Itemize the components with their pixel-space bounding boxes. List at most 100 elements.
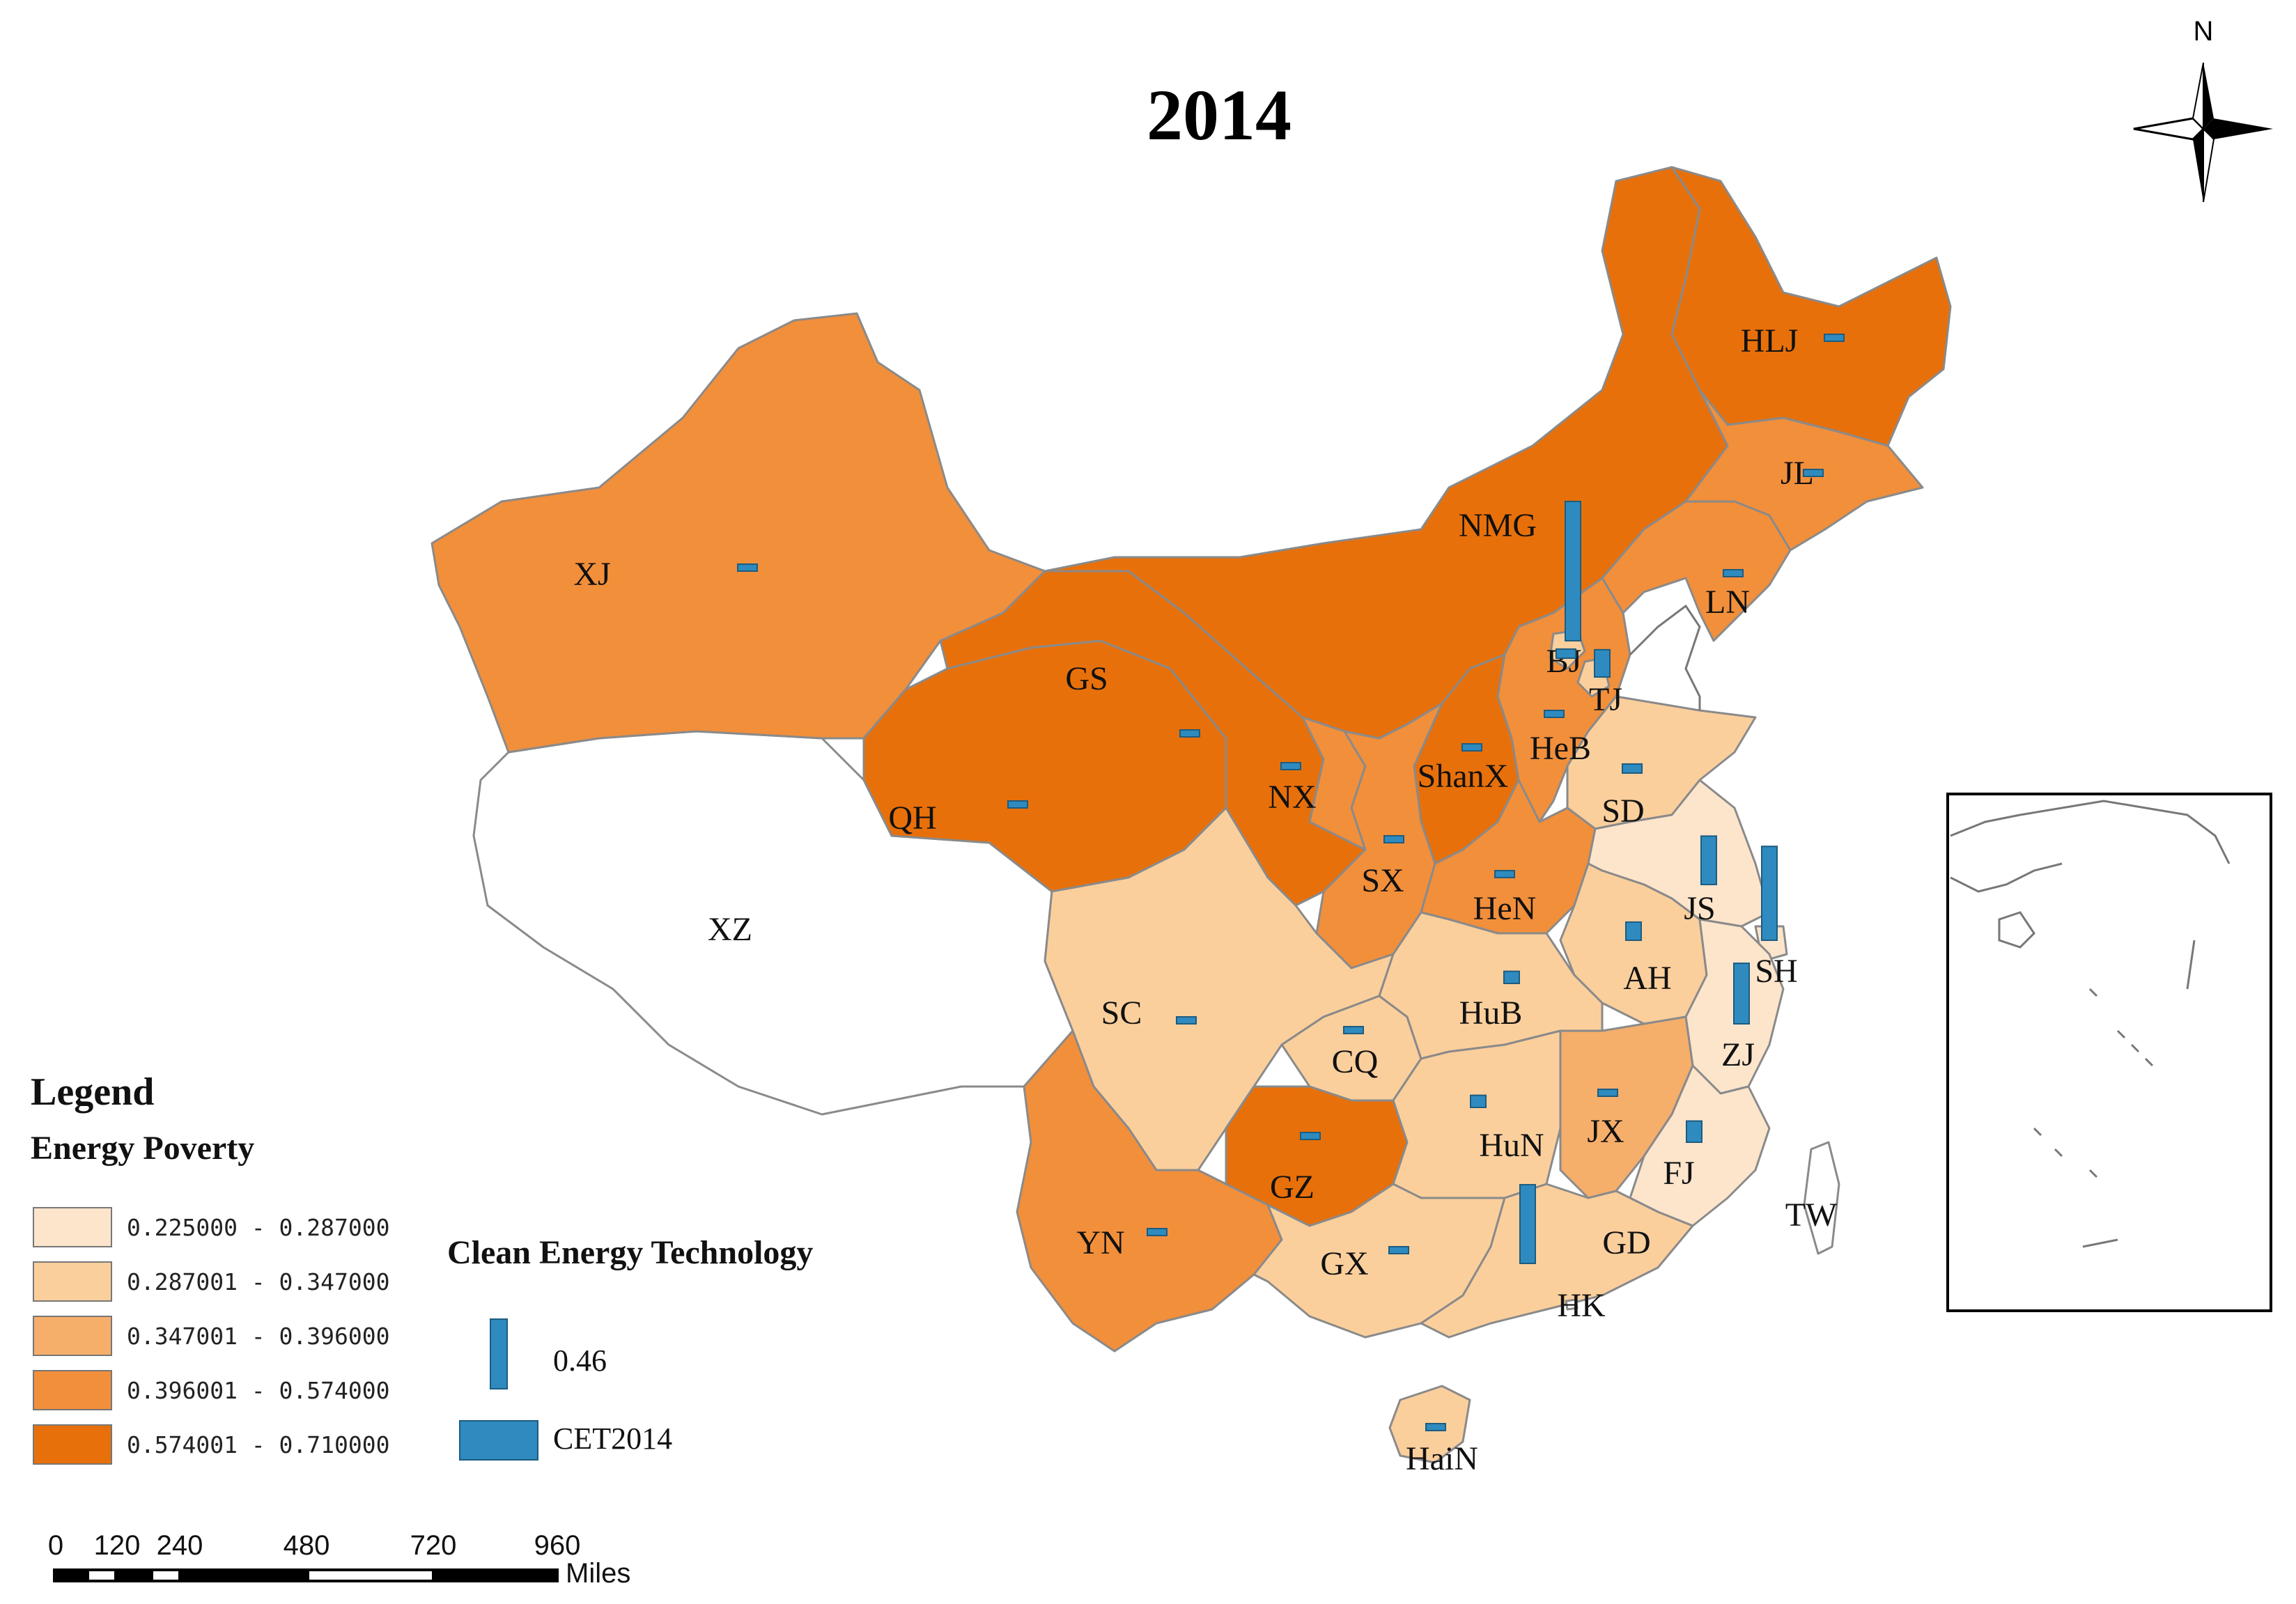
cet-bar-HeN xyxy=(1494,870,1515,878)
cet-bar-ShanX xyxy=(1461,743,1482,752)
cet-bar-GD xyxy=(1519,1183,1536,1265)
province-label-SX: SX xyxy=(1361,862,1404,899)
province-HK[interactable] xyxy=(1565,1298,1578,1311)
scale-tick-label: 960 xyxy=(534,1530,581,1561)
cet-bar-HaiN xyxy=(1425,1423,1446,1431)
legend-classes: 0.225000 - 0.287000 0.287001 - 0.347000 0.… xyxy=(33,1207,390,1465)
province-label-CQ: CQ xyxy=(1332,1043,1379,1080)
cet-bar-SC xyxy=(1176,1016,1197,1025)
province-label-FJ: FJ xyxy=(1663,1155,1694,1192)
legend-cet-value: 0.46 xyxy=(553,1344,607,1378)
north-label: N xyxy=(2194,16,2214,47)
legend-class-swatch xyxy=(33,1424,112,1465)
province-GD[interactable] xyxy=(1420,1183,1694,1339)
cet-bar-NMG xyxy=(1565,501,1581,641)
province-label-ZJ: ZJ xyxy=(1721,1036,1755,1073)
legend-class-range: 0.396001 - 0.574000 xyxy=(127,1377,390,1404)
province-label-SC: SC xyxy=(1101,995,1142,1031)
legend-class-swatch xyxy=(33,1261,112,1302)
province-label-BJ: BJ xyxy=(1546,643,1582,680)
province-XZ[interactable] xyxy=(472,730,1074,1116)
province-label-LN: LN xyxy=(1705,584,1750,621)
cet-bar-FJ xyxy=(1686,1120,1702,1143)
legend-energy-poverty-title: Energy Poverty xyxy=(31,1130,254,1167)
province-label-NMG: NMG xyxy=(1459,507,1537,544)
scale-bar: 0 120 240 480 720 960 Miles xyxy=(48,1530,630,1589)
cet-bar-QH xyxy=(1007,800,1028,809)
legend-cet-sample-bar xyxy=(490,1318,508,1389)
cet-bar-HLJ xyxy=(1824,334,1845,342)
province-label-GZ: GZ xyxy=(1270,1169,1314,1206)
cet-bar-JX xyxy=(1597,1089,1618,1097)
province-label-JS: JS xyxy=(1684,890,1715,927)
cet-bar-LN xyxy=(1723,569,1744,577)
province-label-TW: TW xyxy=(1785,1197,1838,1233)
cet-bar-SD xyxy=(1622,763,1643,774)
cet-bar-HeB xyxy=(1544,710,1565,718)
scale-tick-label: 0 xyxy=(48,1530,63,1561)
scale-tick-label: 720 xyxy=(410,1530,457,1561)
cet-bar-GS xyxy=(1179,729,1200,738)
cet-bar-SX xyxy=(1383,835,1404,843)
province-FJ[interactable] xyxy=(1629,1064,1771,1227)
province-label-SH: SH xyxy=(1755,953,1797,990)
legend-class-swatch xyxy=(33,1316,112,1356)
south-china-sea-inset xyxy=(1946,793,2272,1312)
legend-cet-series-swatch xyxy=(459,1420,538,1461)
legend-class-swatch xyxy=(33,1370,112,1410)
province-label-TJ: TJ xyxy=(1589,681,1622,718)
cet-bar-CQ xyxy=(1343,1026,1364,1034)
cet-bar-AH xyxy=(1625,921,1642,942)
province-YN[interactable] xyxy=(1016,1029,1283,1353)
cet-bar-BJ xyxy=(1556,648,1576,660)
legend-class-range: 0.225000 - 0.287000 xyxy=(127,1214,390,1241)
cet-bar-XJ xyxy=(737,563,758,572)
province-label-AH: AH xyxy=(1623,960,1671,997)
province-label-GX: GX xyxy=(1320,1245,1368,1282)
province-label-HuN: HuN xyxy=(1479,1127,1544,1164)
scale-unit: Miles xyxy=(566,1558,630,1589)
legend-class-range: 0.347001 - 0.396000 xyxy=(127,1323,390,1350)
province-label-HaiN: HaiN xyxy=(1406,1440,1478,1477)
province-layer xyxy=(430,166,1952,1464)
cet-bar-TJ xyxy=(1594,648,1611,678)
province-label-SD: SD xyxy=(1601,793,1644,830)
scale-tick-label: 120 xyxy=(94,1530,141,1561)
legend: Legend Energy Poverty 0.225000 - 0.28700… xyxy=(31,1070,813,1465)
legend-class-range: 0.287001 - 0.347000 xyxy=(127,1268,390,1295)
cet-bar-YN xyxy=(1147,1228,1168,1236)
province-LN[interactable] xyxy=(1601,500,1792,642)
legend-heading: Legend xyxy=(31,1070,154,1114)
cet-bar-ZJ xyxy=(1733,963,1750,1025)
province-label-GS: GS xyxy=(1065,660,1108,697)
north-arrow-icon: N xyxy=(2133,16,2273,203)
province-label-ShanX: ShanX xyxy=(1418,758,1509,795)
map-title: 2014 xyxy=(1147,75,1292,155)
cet-bar-NX xyxy=(1280,762,1301,770)
cet-bar-JS xyxy=(1700,835,1717,886)
province-label-HK: HK xyxy=(1557,1287,1606,1324)
province-HLJ[interactable] xyxy=(1670,166,1952,447)
province-label-HeN: HeN xyxy=(1473,890,1537,927)
province-label-NX: NX xyxy=(1268,779,1316,816)
province-label-HuB: HuB xyxy=(1459,995,1523,1031)
scale-tick-label: 480 xyxy=(284,1530,330,1561)
legend-class-swatch xyxy=(33,1207,112,1247)
province-label-HLJ: HLJ xyxy=(1741,322,1799,359)
province-labels: HLJJLLNNMGBJTJHeBShanXSDXJGSNXQHSXHeNXZJ… xyxy=(573,322,1838,1477)
province-label-QH: QH xyxy=(888,800,936,836)
province-label-XJ: XJ xyxy=(573,556,610,593)
cet-bars xyxy=(737,334,1845,1431)
province-label-YN: YN xyxy=(1076,1224,1124,1261)
cet-bar-HuB xyxy=(1503,970,1520,984)
legend-class-range: 0.574001 - 0.710000 xyxy=(127,1431,390,1458)
province-label-JX: JX xyxy=(1587,1113,1624,1150)
cet-bar-HuN xyxy=(1470,1094,1487,1108)
cet-bar-SH xyxy=(1761,846,1778,942)
cet-bar-JL xyxy=(1803,469,1824,477)
legend-cet-series-label: CET2014 xyxy=(553,1422,672,1456)
cet-bar-GX xyxy=(1388,1246,1409,1254)
province-label-HeB: HeB xyxy=(1530,730,1591,767)
province-TW[interactable] xyxy=(1803,1141,1840,1255)
